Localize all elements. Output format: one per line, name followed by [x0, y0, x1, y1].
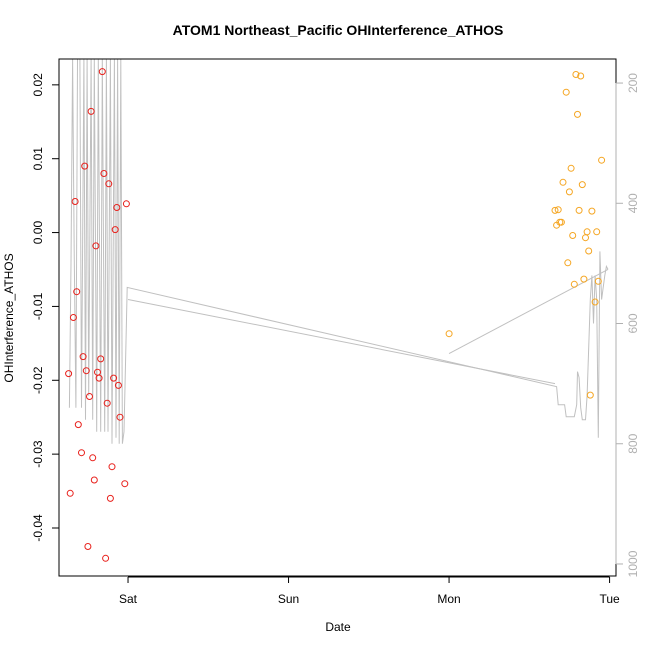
- data-point: [86, 393, 93, 400]
- data-point: [583, 228, 591, 236]
- data-point: [79, 353, 87, 361]
- data-point: [102, 554, 110, 562]
- data-point: [116, 413, 124, 421]
- data-point: [562, 88, 570, 96]
- y-right-tick-label: 400: [626, 193, 640, 213]
- overlay-line-layer: [68, 58, 609, 444]
- y-right-tick-label: 600: [626, 313, 640, 333]
- data-point: [591, 298, 599, 306]
- data-point: [569, 232, 577, 239]
- x-tick-label: Mon: [437, 592, 460, 606]
- x-tick-label: Sat: [119, 592, 138, 606]
- data-point: [113, 204, 121, 211]
- data-point: [585, 247, 593, 255]
- y-right-tick-label: 200: [626, 73, 640, 93]
- data-point: [114, 381, 122, 389]
- y-right-tick-label: 1000: [626, 550, 640, 577]
- data-points-layer: [65, 68, 606, 562]
- y-tick-label: 0.00: [31, 221, 45, 245]
- x-tick-label: Tue: [599, 592, 620, 606]
- data-point: [598, 156, 606, 164]
- data-point: [100, 170, 108, 177]
- y-tick-label: 0.02: [31, 73, 45, 97]
- data-point: [110, 374, 118, 382]
- data-point: [108, 463, 116, 471]
- x-tick-label: Sun: [278, 592, 299, 606]
- data-point: [78, 449, 85, 457]
- data-point: [98, 68, 106, 76]
- data-point: [593, 228, 601, 236]
- data-point: [122, 200, 130, 208]
- data-point: [74, 421, 82, 429]
- data-point: [65, 370, 73, 378]
- data-point: [559, 178, 567, 186]
- data-point: [565, 188, 573, 196]
- data-point: [578, 181, 586, 189]
- x-axis: Sat Sun Mon Tue: [119, 576, 620, 606]
- y-axis-right: 200 400 600 800 1000: [615, 73, 640, 577]
- data-point: [121, 480, 129, 488]
- data-point: [97, 355, 105, 363]
- data-point: [588, 207, 596, 215]
- data-point: [103, 399, 111, 407]
- data-point: [575, 206, 583, 214]
- data-point: [105, 180, 113, 188]
- data-point: [69, 314, 77, 321]
- y-tick-label: -0.02: [31, 366, 45, 394]
- data-point: [81, 162, 89, 170]
- y-right-tick-label: 800: [626, 433, 640, 453]
- data-point: [554, 206, 562, 214]
- data-point: [564, 259, 572, 267]
- data-point: [73, 288, 81, 296]
- data-point: [557, 218, 565, 226]
- data-point: [551, 206, 559, 214]
- data-point: [95, 374, 103, 382]
- data-point: [570, 280, 578, 288]
- x-axis-label: Date: [325, 620, 351, 634]
- data-point: [89, 454, 97, 462]
- data-point: [445, 330, 453, 338]
- data-point: [92, 242, 100, 250]
- data-point: [111, 226, 119, 234]
- overlay-line-segment: [127, 298, 556, 385]
- overlay-line-segment: [448, 268, 609, 355]
- y-tick-label: -0.01: [31, 292, 45, 320]
- y-axis-left: -0.04 -0.03 -0.02 -0.01 0.00 0.01 0.02: [31, 73, 60, 542]
- data-point: [586, 391, 594, 399]
- data-point: [82, 367, 90, 375]
- data-point: [577, 72, 585, 80]
- y-axis-label: OHInterference_ATHOS: [2, 253, 16, 382]
- y-tick-label: -0.03: [31, 440, 45, 468]
- data-point: [71, 198, 79, 205]
- data-point: [572, 71, 580, 78]
- data-point: [574, 110, 581, 118]
- chart-title: ATOM1 Northeast_Pacific OHInterference_A…: [173, 22, 504, 38]
- data-point: [594, 277, 602, 285]
- data-point: [567, 164, 575, 172]
- data-point: [106, 494, 114, 502]
- y-tick-label: -0.04: [31, 514, 45, 542]
- data-point: [66, 489, 74, 497]
- data-point: [580, 275, 588, 283]
- overlay-line: [68, 58, 609, 444]
- data-point: [90, 476, 98, 484]
- data-point: [84, 543, 92, 550]
- y-tick-label: 0.01: [31, 147, 45, 171]
- data-point: [87, 107, 95, 115]
